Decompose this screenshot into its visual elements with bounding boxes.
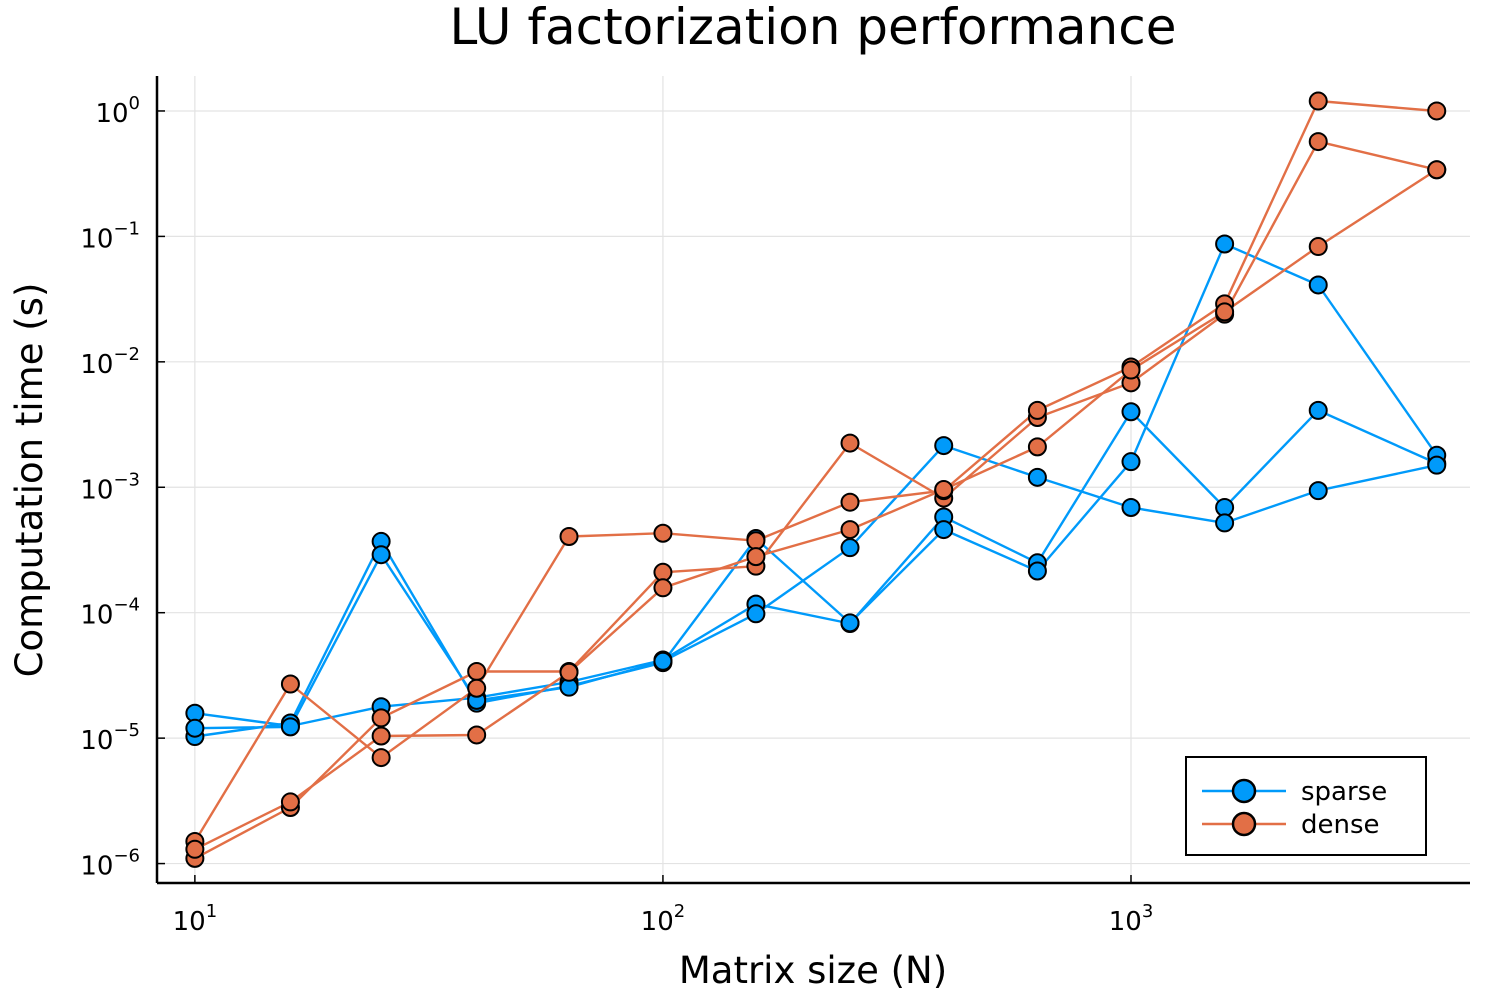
plot-series <box>185 91 1447 868</box>
y-tick-label: 10−2 <box>80 344 140 380</box>
dense-series <box>193 99 1437 843</box>
legend-label: dense <box>1301 810 1380 840</box>
dense-point <box>1427 101 1447 121</box>
dense-point <box>653 578 673 598</box>
sparse-point <box>1215 234 1235 254</box>
dense-point <box>280 674 300 694</box>
dense-point <box>467 678 487 698</box>
sparse-point <box>1308 481 1328 501</box>
dense-point <box>840 492 860 512</box>
dense-line <box>194 168 1438 851</box>
dense-point <box>371 748 391 768</box>
dense-point <box>559 527 579 547</box>
dense-point <box>1308 91 1328 111</box>
y-tick-labels: 100 10−1 10−2 10−3 10−4 10−5 10−6 <box>80 93 140 882</box>
dense-point <box>1027 400 1047 420</box>
sparse-point <box>1215 513 1235 533</box>
dense-point <box>840 433 860 453</box>
legend-item-sparse: sparse <box>1202 777 1387 807</box>
sparse-point <box>746 604 766 624</box>
dense-point <box>746 531 766 551</box>
sparse-series <box>194 444 1437 730</box>
sparse-point <box>840 613 860 633</box>
sparse-point <box>1027 561 1047 581</box>
sparse-point <box>280 717 300 737</box>
sparse-series <box>194 409 1438 728</box>
dense-series <box>194 140 1437 860</box>
y-axis-label: Computation time (s) <box>8 283 51 678</box>
y-tick-label: 10−1 <box>80 218 140 254</box>
sparse-markers <box>185 436 1447 738</box>
sparse-point <box>1427 455 1447 475</box>
x-axis-label: Matrix size (N) <box>679 949 947 992</box>
sparse-point <box>1308 400 1328 420</box>
legend-item-dense: dense <box>1202 810 1380 840</box>
y-tick-label: 100 <box>95 93 140 129</box>
dense-point <box>746 547 766 567</box>
dense-point <box>1427 160 1447 180</box>
dense-point <box>280 792 300 812</box>
axes <box>155 76 1470 885</box>
dense-point <box>934 479 954 499</box>
dense-point <box>371 708 391 728</box>
sparse-point <box>1308 275 1328 295</box>
sparse-point <box>371 545 391 565</box>
dense-point <box>185 839 205 859</box>
x-tick-label: 103 <box>1109 901 1154 937</box>
dense-point <box>653 523 673 543</box>
legend-marker <box>1231 811 1257 837</box>
x-tick-labels: 101 102 103 <box>173 901 1154 937</box>
dense-point <box>467 725 487 745</box>
dense-series <box>194 168 1438 851</box>
y-tick-label: 10−4 <box>80 595 140 631</box>
sparse-point <box>653 651 673 671</box>
legend-marker <box>1231 778 1257 804</box>
sparse-point <box>1027 467 1047 487</box>
dense-point <box>1121 360 1141 380</box>
y-tick-label: 10−3 <box>80 469 140 505</box>
y-tick-label: 10−5 <box>80 720 140 756</box>
sparse-point <box>934 520 954 540</box>
sparse-point <box>185 718 205 738</box>
sparse-point <box>1121 402 1141 422</box>
sparse-point <box>840 538 860 558</box>
y-tick-label: 10−6 <box>80 846 140 882</box>
sparse-line <box>194 444 1437 730</box>
dense-point <box>840 520 860 540</box>
x-tick-label: 102 <box>641 901 686 937</box>
dense-point <box>467 661 487 681</box>
chart-title: LU factorization performance <box>449 0 1176 56</box>
dense-markers <box>185 160 1447 859</box>
dense-point <box>1215 302 1235 322</box>
dense-point <box>559 662 579 682</box>
dense-point <box>1027 437 1047 457</box>
sparse-point <box>934 436 954 456</box>
sparse-line <box>194 409 1438 728</box>
dense-point <box>1308 132 1328 152</box>
sparse-point <box>1121 452 1141 472</box>
legend-label: sparse <box>1301 777 1387 807</box>
dense-point <box>371 726 391 746</box>
dense-point <box>653 562 673 582</box>
dense-line <box>193 99 1437 843</box>
x-tick-label: 101 <box>173 901 218 937</box>
dense-point <box>1308 237 1328 257</box>
sparse-point <box>1121 497 1141 517</box>
dense-line <box>194 140 1437 860</box>
dense-markers <box>185 91 1447 851</box>
legend-box <box>1185 756 1427 856</box>
